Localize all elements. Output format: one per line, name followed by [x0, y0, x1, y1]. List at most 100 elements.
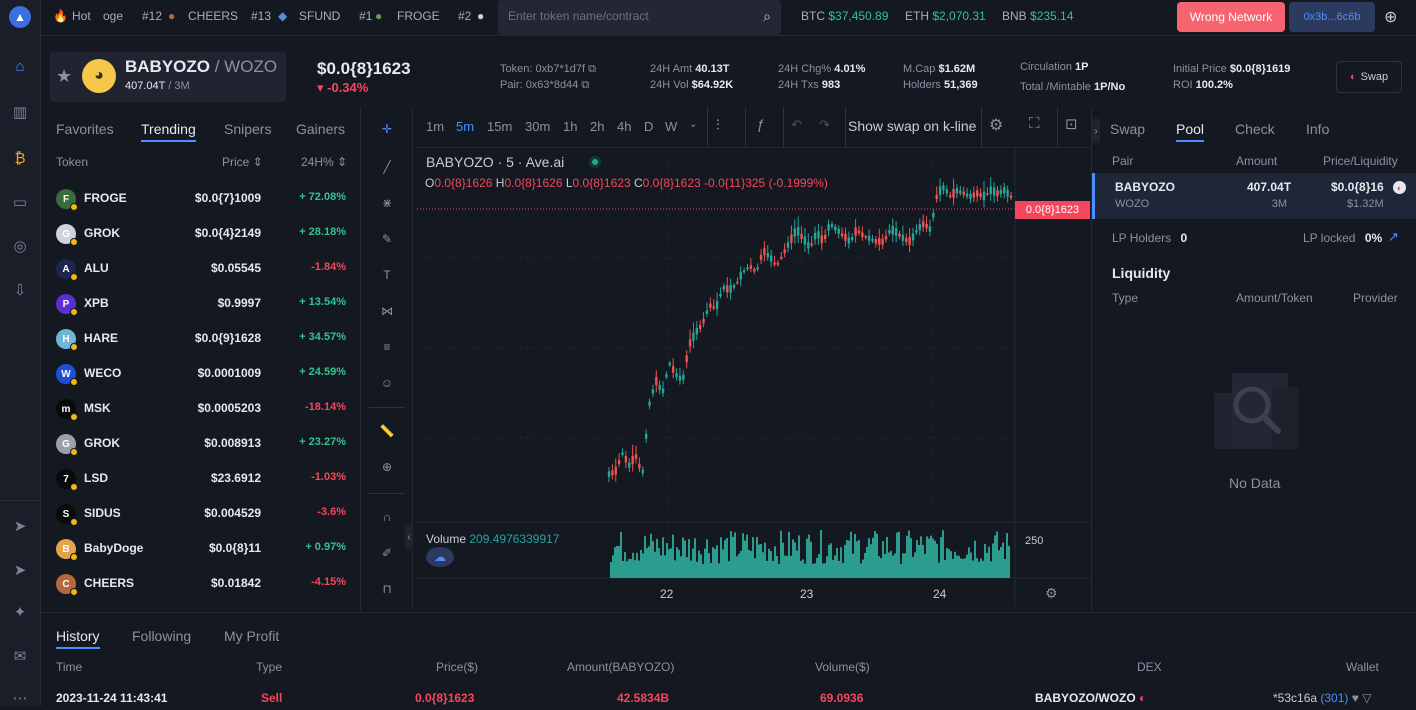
list-item[interactable]: S SIDUS $0.004529 -3.6% [41, 497, 361, 532]
crosshair-icon[interactable]: ✛ [381, 122, 393, 136]
wrong-network-button[interactable]: Wrong Network [1177, 2, 1285, 32]
col-price[interactable]: Price ⇕ [222, 155, 263, 169]
ticker-btc[interactable]: BTC $37,450.89 [801, 9, 889, 23]
fullscreen-icon[interactable]: ⛶ [1029, 115, 1040, 132]
download-icon[interactable]: ⇩ [13, 282, 27, 299]
timeframe-30m[interactable]: 30m [525, 119, 551, 134]
external-link-icon[interactable]: ↗ [1388, 229, 1399, 244]
logo-icon[interactable]: ▲ [9, 6, 31, 28]
price-chart[interactable]: 1m 5m 15m 30m 1h 2h 4h D W ⌄ ⫶ ƒ ↶ ↷ Show swap o… [417, 107, 1091, 607]
timeframe-D[interactable]: D [644, 119, 654, 134]
home-icon[interactable]: ⌂ [15, 57, 25, 75]
bitcoin-icon[interactable]: ₿ [14, 149, 26, 167]
text-icon[interactable]: T [383, 268, 391, 282]
list-item[interactable]: W WECO $0.0001009 + 24.59% [41, 357, 361, 392]
zoom-in-icon[interactable]: ⊕ [381, 460, 393, 474]
ruler-icon[interactable]: 📏 [379, 424, 395, 438]
pool-row[interactable]: BABYOZO WOZO 407.04T 3M $0.0{8}16 ◐ $1.3… [1092, 173, 1416, 219]
search-input[interactable] [508, 9, 748, 23]
tab-gainers[interactable]: Gainers [296, 121, 346, 137]
hot-item-name[interactable]: SFUND [299, 9, 341, 23]
timeframe-4h[interactable]: 4h [617, 119, 632, 134]
emoji-icon[interactable]: ☺ [380, 376, 394, 390]
ticker-eth[interactable]: ETH $2,070.31 [905, 9, 986, 23]
unlock-icon[interactable]: ⊓ [382, 582, 392, 596]
hot-item-partial[interactable]: oge [103, 9, 124, 23]
wallet-icon[interactable]: ▭ [12, 194, 28, 211]
timeframe-15m[interactable]: 15m [487, 119, 513, 134]
language-globe-icon[interactable]: ⊕ [1384, 9, 1398, 26]
list-item[interactable]: H HARE $0.0{9}1628 + 34.57% [41, 322, 361, 357]
magnet-icon[interactable]: ∩ [382, 510, 392, 524]
col-change[interactable]: 24H% ⇕ [301, 155, 348, 169]
volume-bar [684, 540, 686, 578]
fx-icon[interactable]: ƒ [757, 116, 765, 132]
tab-snipers[interactable]: Snipers [224, 121, 272, 137]
stat-pair[interactable]: Pair: 0x63*8d44 ⧉ [500, 79, 590, 91]
tab-info[interactable]: Info [1306, 121, 1330, 137]
mail-icon[interactable]: ✉ [13, 648, 27, 665]
list-item[interactable]: G GROK $0.0{4}2149 + 28.18% [41, 217, 361, 252]
candle [661, 388, 665, 394]
chart-svg[interactable] [417, 148, 1091, 607]
favorite-star-icon[interactable]: ★ [56, 66, 73, 86]
tab-trending[interactable]: Trending [141, 121, 196, 142]
filter-icon[interactable]: ▽ [1362, 691, 1372, 705]
search-box[interactable]: ⌕ [498, 0, 781, 35]
timeframe-1m[interactable]: 1m [426, 119, 445, 134]
redo-icon[interactable]: ↷ [819, 117, 830, 132]
target-icon[interactable]: ◎ [13, 238, 27, 255]
brush-icon[interactable]: ✎ [381, 232, 393, 246]
tab-swap[interactable]: Swap [1110, 121, 1146, 137]
ticker-bnb[interactable]: BNB $235.14 [1002, 9, 1074, 23]
tab-my-profit[interactable]: My Profit [224, 628, 280, 644]
collapse-panel-icon[interactable]: › [1092, 119, 1100, 143]
tab-pool[interactable]: Pool [1176, 121, 1205, 142]
heart-icon[interactable]: ♥ [1351, 691, 1359, 705]
collapse-toolbar-icon[interactable]: ‹ [405, 525, 413, 549]
hot-item-name[interactable]: FROGE [397, 9, 440, 23]
list-item[interactable]: 7 LSD $23.6912 -1.03% [41, 462, 361, 497]
list-item[interactable]: F FROGE $0.0{7}1009 + 72.08% [41, 182, 361, 217]
measure-lines-icon[interactable]: ≡ [383, 340, 391, 354]
indicators-icon[interactable]: ⫶ [716, 117, 720, 134]
tab-favorites[interactable]: Favorites [56, 121, 114, 137]
undo-icon[interactable]: ↶ [791, 117, 802, 132]
tab-following[interactable]: Following [132, 628, 192, 644]
telegram-icon[interactable]: ➤ [13, 518, 27, 535]
token-icon: G [56, 224, 78, 246]
chevron-down-icon[interactable]: ⌄ [689, 119, 698, 130]
telegram-icon-2[interactable]: ➤ [13, 562, 27, 579]
timeframe-2h[interactable]: 2h [590, 119, 605, 134]
timeframe-W[interactable]: W [665, 119, 678, 134]
list-item[interactable]: C CHEERS $0.01842 -4.15% [41, 567, 361, 602]
more-icon[interactable]: ⋯ [12, 690, 28, 707]
tab-history[interactable]: History [56, 628, 100, 649]
fib-icon[interactable]: ⋇ [381, 196, 393, 210]
camera-icon[interactable]: ⊡ [1065, 116, 1078, 133]
pattern-icon[interactable]: ⋈ [381, 304, 393, 318]
show-swap-toggle[interactable]: Show swap on k-line [848, 118, 977, 134]
settings-gear-icon[interactable]: ⚙ [989, 117, 1004, 134]
list-item[interactable]: m MSK $0.0005203 -18.14% [41, 392, 361, 427]
wallet-address-button[interactable]: 0x3b...6c6b [1289, 2, 1375, 32]
trade-dex[interactable]: BABYOZO/WOZO ◐ [1035, 691, 1147, 705]
chart-settings-gear-icon[interactable]: ⚙ [1045, 585, 1058, 601]
trend-line-icon[interactable]: ╱ [383, 160, 391, 174]
twitter-icon[interactable]: ✦ [13, 604, 27, 621]
lock-drawing-icon[interactable]: ✐ [381, 546, 393, 560]
list-item[interactable]: G GROK $0.008913 + 23.27% [41, 427, 361, 462]
list-item[interactable]: B BabyDoge $0.0{8}11 + 0.97% [41, 532, 361, 567]
stat-holders[interactable]: Holders 51,369 [903, 79, 978, 91]
candlestick-icon[interactable]: ▥ [12, 104, 28, 121]
stat-token[interactable]: Token: 0xb7*1d7f ⧉ [500, 63, 596, 75]
search-icon[interactable]: ⌕ [763, 8, 771, 24]
list-item[interactable]: A ALU $0.05545 -1.84% [41, 252, 361, 287]
hot-item-name[interactable]: CHEERS [188, 9, 239, 23]
swap-button[interactable]: ◐ Swap [1336, 61, 1402, 93]
timeframe-1h[interactable]: 1h [563, 119, 578, 134]
timeframe-5m[interactable]: 5m [456, 119, 475, 134]
tab-check[interactable]: Check [1235, 121, 1275, 137]
list-item[interactable]: P XPB $0.9997 + 13.54% [41, 287, 361, 322]
trade-wallet[interactable]: *53c16a (301) ♥ ▽ [1273, 691, 1372, 705]
